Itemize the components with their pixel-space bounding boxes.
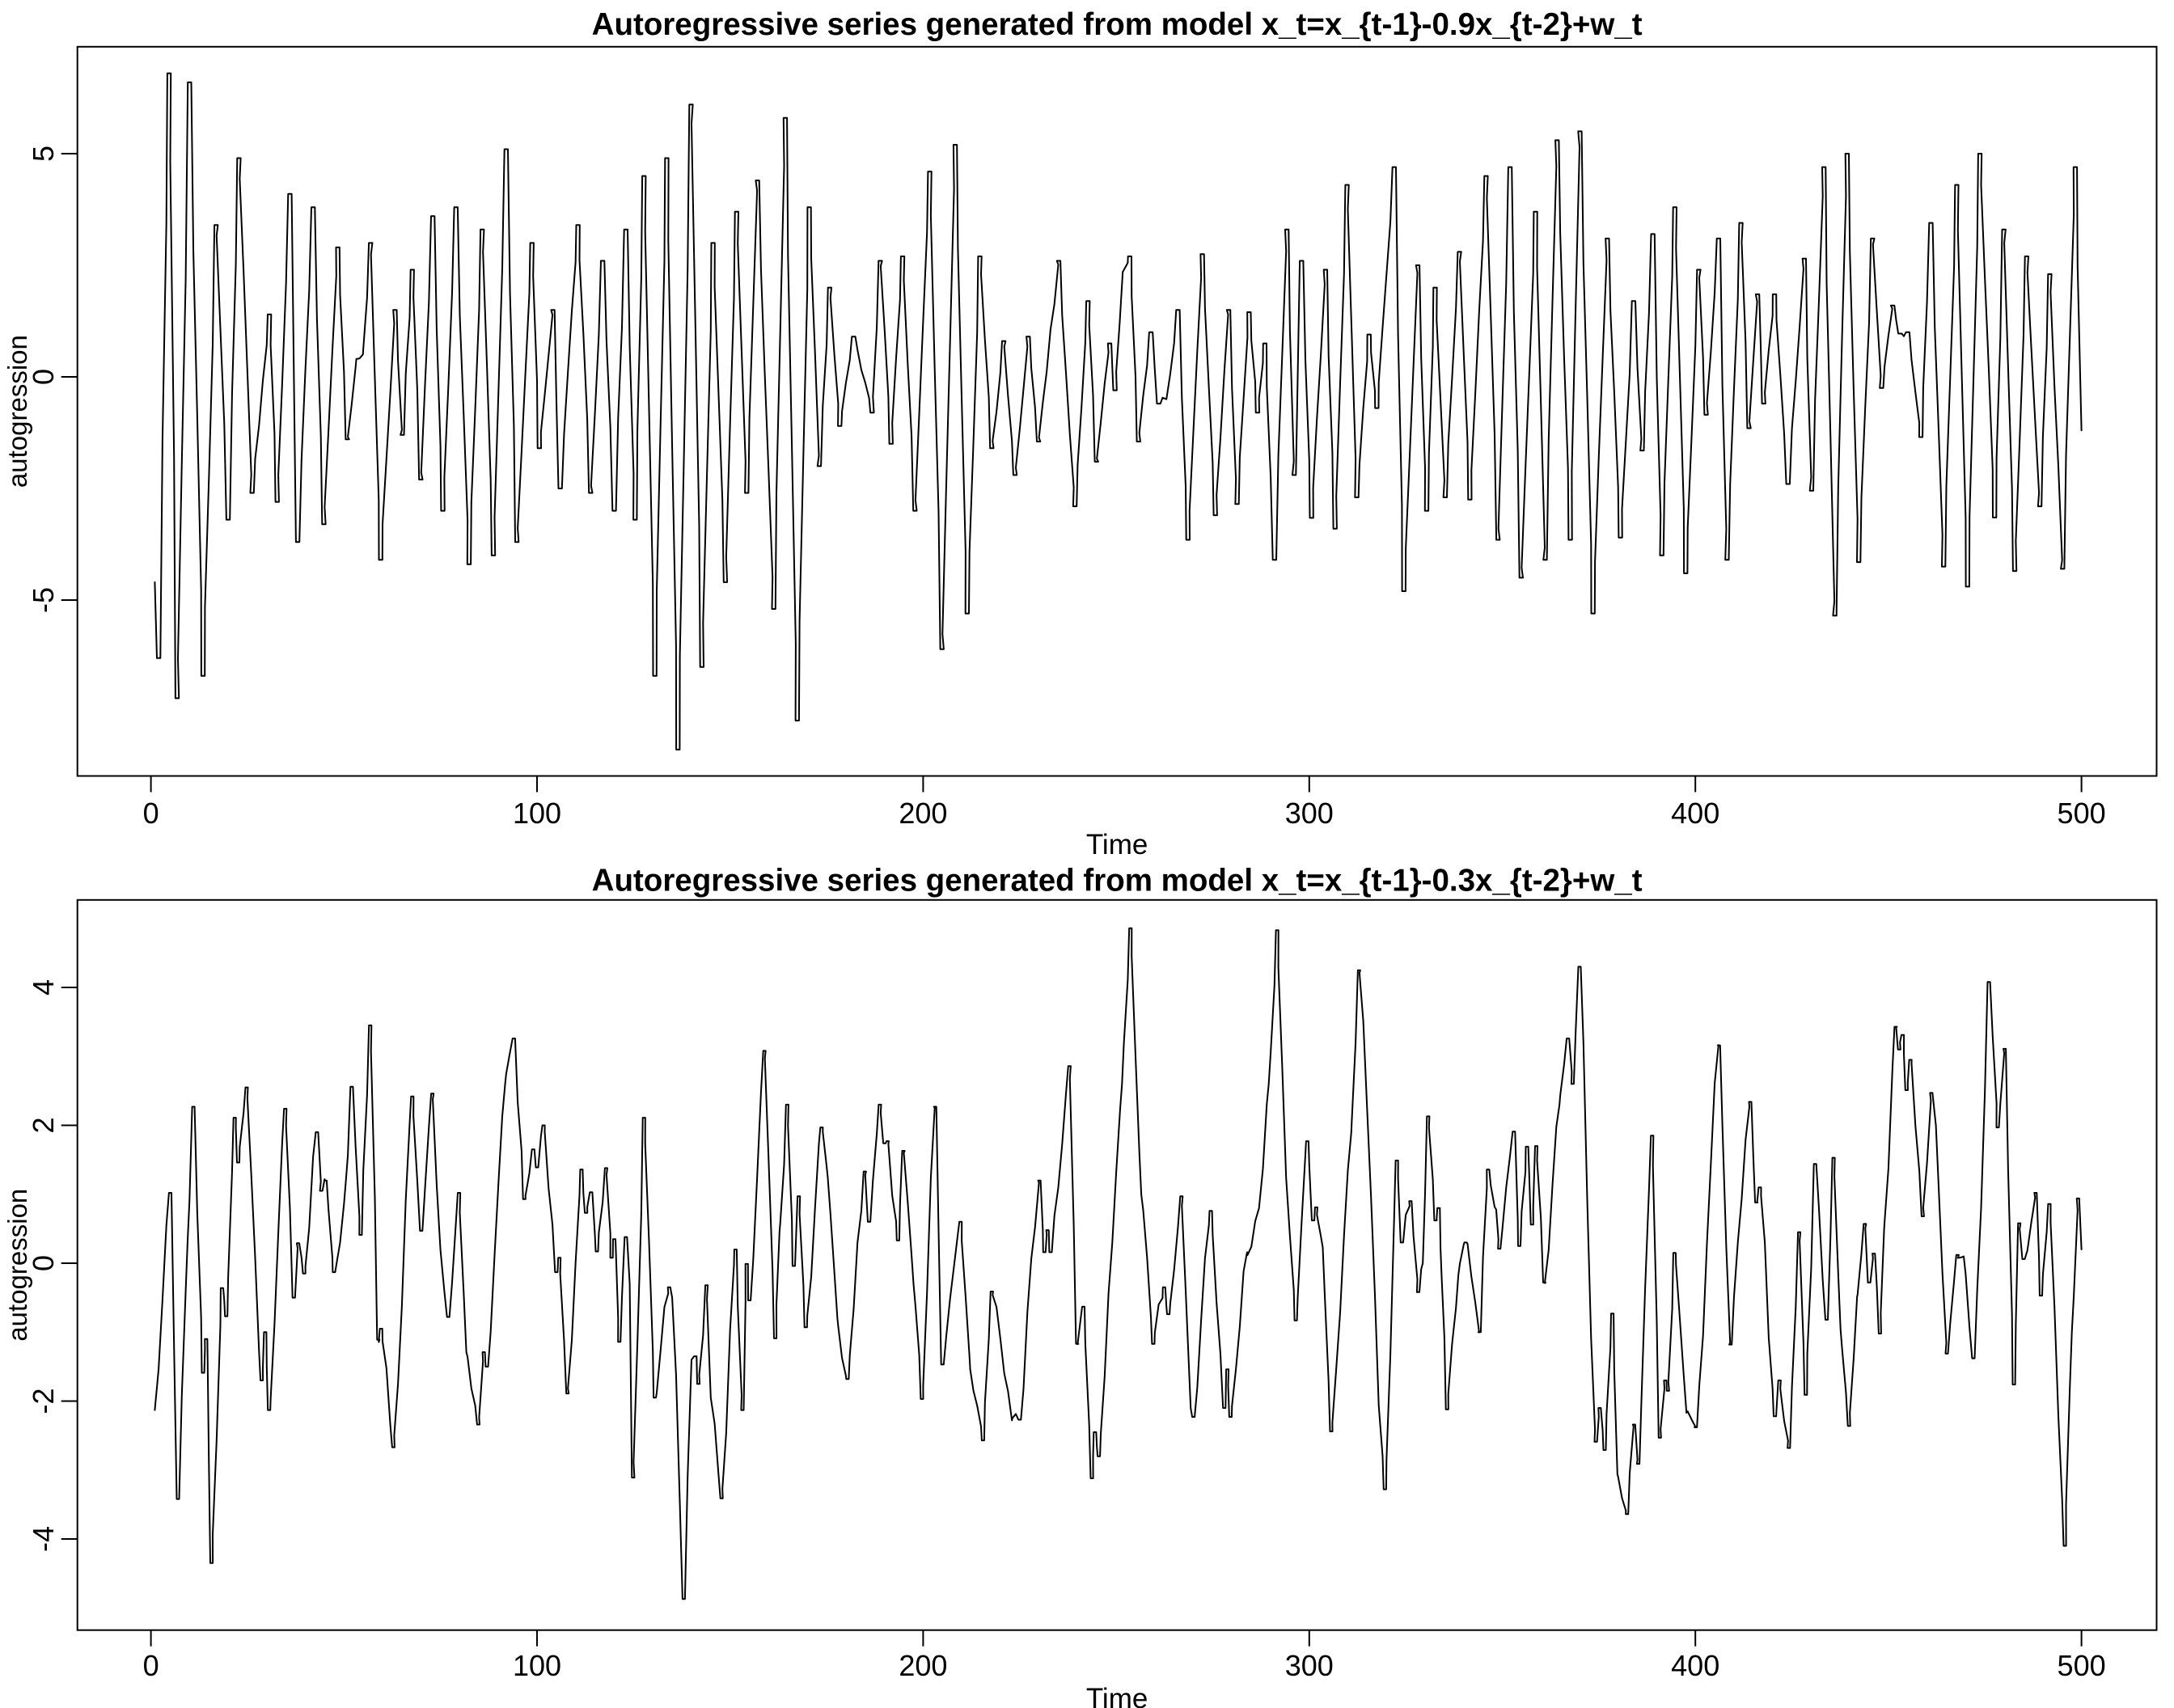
svg-text:Autoregressive series generate: Autoregressive series generated from mod… [592,7,1643,42]
svg-text:0: 0 [143,1649,159,1682]
svg-text:5: 5 [27,146,60,162]
svg-text:-2: -2 [27,1388,60,1414]
svg-text:500: 500 [2058,797,2106,830]
svg-text:-4: -4 [27,1526,60,1552]
svg-text:100: 100 [513,797,561,830]
svg-text:autogression: autogression [2,335,32,488]
svg-text:400: 400 [1671,1649,1719,1682]
svg-text:Time: Time [1086,829,1148,860]
svg-text:0: 0 [143,797,159,830]
svg-text:0: 0 [27,1255,60,1271]
svg-text:Time: Time [1086,1683,1148,1708]
svg-text:500: 500 [2058,1649,2106,1682]
svg-text:300: 300 [1285,1649,1334,1682]
svg-text:2: 2 [27,1117,60,1133]
svg-text:100: 100 [513,1649,561,1682]
svg-text:0: 0 [27,369,60,385]
svg-text:autogression: autogression [2,1189,32,1342]
svg-text:4: 4 [27,979,60,996]
svg-text:Autoregressive series generate: Autoregressive series generated from mod… [592,864,1643,898]
svg-text:200: 200 [899,797,947,830]
svg-text:200: 200 [899,1649,947,1682]
svg-text:-5: -5 [27,587,60,613]
svg-text:300: 300 [1285,797,1334,830]
svg-text:400: 400 [1671,797,1719,830]
